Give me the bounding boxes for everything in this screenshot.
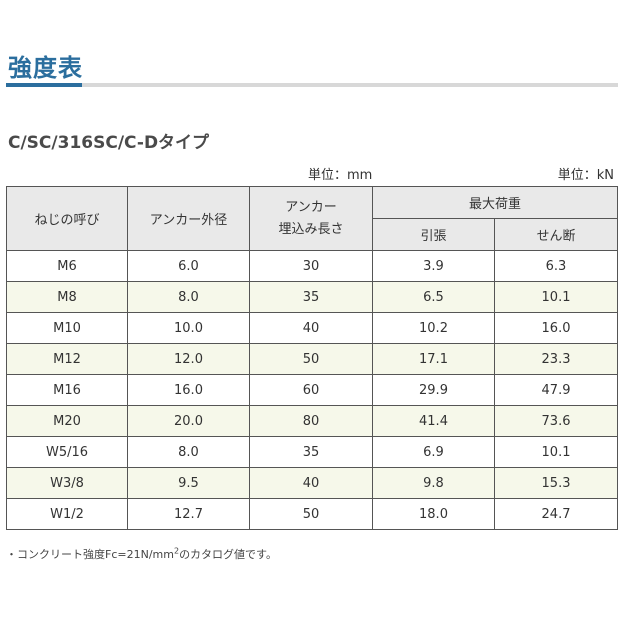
tensile-cell: 3.9 xyxy=(372,250,495,282)
table-row: M8 8.0 35 6.5 10.1 xyxy=(6,281,619,313)
header-nominal: ねじの呼び xyxy=(6,186,128,251)
header-embed-line2: 埋込み長さ xyxy=(278,221,344,237)
footnote-superscript: 2 xyxy=(173,546,180,556)
table-row: W5/16 8.0 35 6.9 10.1 xyxy=(6,436,619,468)
embed-length-cell: 35 xyxy=(249,436,373,468)
nominal-cell: M8 xyxy=(6,281,128,313)
outer-diameter-cell: 12.0 xyxy=(127,343,250,375)
table-row: M20 20.0 80 41.4 73.6 xyxy=(6,405,619,437)
shear-cell: 16.0 xyxy=(493,312,619,344)
outer-diameter-cell: 20.0 xyxy=(127,405,250,437)
shear-cell: 23.3 xyxy=(493,343,619,375)
nominal-cell: M12 xyxy=(6,343,128,375)
tensile-cell: 10.2 xyxy=(372,312,495,344)
footnote: ・コンクリート強度Fc=21N/mm2のカタログ値です。 xyxy=(6,546,277,562)
outer-diameter-cell: 8.0 xyxy=(127,281,250,313)
outer-diameter-cell: 6.0 xyxy=(127,250,250,282)
header-embed-line1: アンカー xyxy=(285,199,337,215)
header-tensile: 引張 xyxy=(372,218,495,251)
tensile-cell: 9.8 xyxy=(372,467,495,499)
outer-diameter-cell: 16.0 xyxy=(127,374,250,406)
section-subtitle: C/SC/316SC/C-Dタイプ xyxy=(8,133,210,153)
table-row: M16 16.0 60 29.9 47.9 xyxy=(6,374,619,406)
embed-length-cell: 35 xyxy=(249,281,373,313)
tensile-cell: 41.4 xyxy=(372,405,495,437)
outer-diameter-cell: 9.5 xyxy=(127,467,250,499)
embed-length-cell: 50 xyxy=(249,343,373,375)
shear-cell: 15.3 xyxy=(493,467,619,499)
table-row: W1/2 12.7 50 18.0 24.7 xyxy=(6,498,619,530)
header-outer-diameter: アンカー外径 xyxy=(127,186,250,251)
shear-cell: 10.1 xyxy=(493,436,619,468)
footnote-text: ・コンクリート強度Fc=21N/mm xyxy=(6,548,174,561)
table-row: W3/8 9.5 40 9.8 15.3 xyxy=(6,467,619,499)
embed-length-cell: 50 xyxy=(249,498,373,530)
table-row: M6 6.0 30 3.9 6.3 xyxy=(6,250,619,282)
nominal-cell: M6 xyxy=(6,250,128,282)
title-underline-accent xyxy=(6,83,82,87)
embed-length-cell: 40 xyxy=(249,467,373,499)
tensile-cell: 18.0 xyxy=(372,498,495,530)
tensile-cell: 29.9 xyxy=(372,374,495,406)
unit-label-kn: 単位：kN xyxy=(557,168,614,183)
embed-length-cell: 60 xyxy=(249,374,373,406)
shear-cell: 73.6 xyxy=(493,405,619,437)
table-row: M10 10.0 40 10.2 16.0 xyxy=(6,312,619,344)
outer-diameter-cell: 12.7 xyxy=(127,498,250,530)
table-row: M12 12.0 50 17.1 23.3 xyxy=(6,343,619,375)
nominal-cell: W5/16 xyxy=(6,436,128,468)
strength-table: ねじの呼び アンカー外径 アンカー 埋込み長さ 最大荷重 引張 せん断 M6 6.… xyxy=(6,186,619,530)
nominal-cell: M10 xyxy=(6,312,128,344)
nominal-cell: W3/8 xyxy=(6,467,128,499)
outer-diameter-cell: 10.0 xyxy=(127,312,250,344)
shear-cell: 6.3 xyxy=(493,250,619,282)
unit-label-mm: 単位：mm xyxy=(308,168,373,183)
shear-cell: 24.7 xyxy=(493,498,619,530)
footnote-suffix: のカタログ値です。 xyxy=(179,548,277,561)
nominal-cell: M20 xyxy=(6,405,128,437)
shear-cell: 10.1 xyxy=(493,281,619,313)
table-body: M6 6.0 30 3.9 6.3 M8 8.0 35 6.5 10.1 M10 10.0 40 10.2… xyxy=(6,250,619,530)
nominal-cell: W1/2 xyxy=(6,498,128,530)
embed-length-cell: 30 xyxy=(249,250,373,282)
embed-length-cell: 40 xyxy=(249,312,373,344)
tensile-cell: 17.1 xyxy=(372,343,495,375)
title-underline xyxy=(6,83,618,87)
tensile-cell: 6.5 xyxy=(372,281,495,313)
outer-diameter-cell: 8.0 xyxy=(127,436,250,468)
shear-cell: 47.9 xyxy=(493,374,619,406)
tensile-cell: 6.9 xyxy=(372,436,495,468)
page-title: 強度表 xyxy=(8,54,83,82)
embed-length-cell: 80 xyxy=(249,405,373,437)
nominal-cell: M16 xyxy=(6,374,128,406)
header-shear: せん断 xyxy=(493,218,619,251)
header-embed-length: アンカー 埋込み長さ xyxy=(249,186,373,251)
header-max-load: 最大荷重 xyxy=(371,186,619,219)
